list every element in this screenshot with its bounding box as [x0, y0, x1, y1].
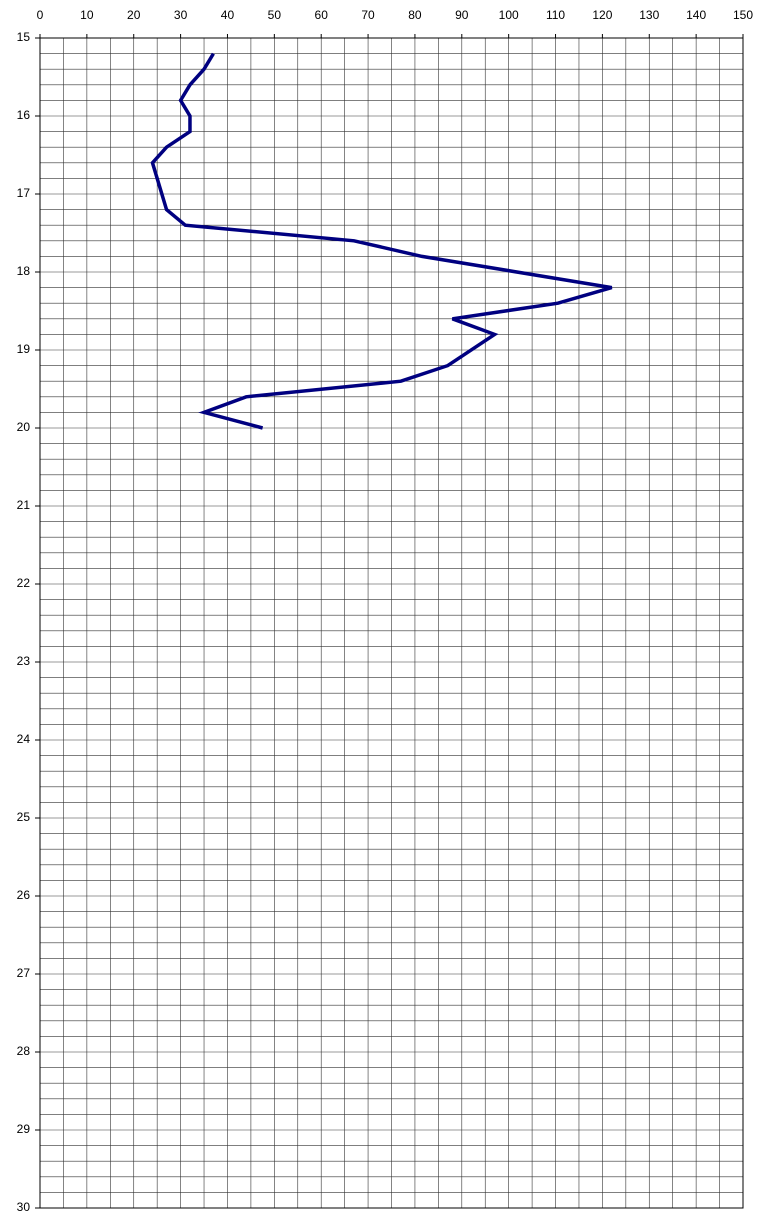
x-tick-label: 90: [455, 8, 469, 22]
y-tick-label: 15: [17, 30, 31, 44]
x-tick-label: 110: [546, 8, 565, 22]
y-tick-label: 16: [17, 108, 31, 122]
x-tick-label: 40: [221, 8, 235, 22]
y-tick-label: 22: [17, 576, 31, 590]
y-tick-label: 27: [17, 966, 31, 980]
x-tick-label: 120: [592, 8, 612, 22]
plot-frame: [39, 37, 744, 1209]
y-tick-label: 17: [17, 186, 31, 200]
y-tick-label: 23: [17, 654, 31, 668]
x-tick-label: 50: [268, 8, 282, 22]
y-tick-label: 26: [17, 888, 31, 902]
y-tick-label: 30: [17, 1200, 31, 1214]
x-tick-label: 10: [80, 8, 94, 22]
x-tick-label: 140: [686, 8, 706, 22]
y-tick-label: 18: [17, 264, 31, 278]
y-tick-label: 21: [17, 498, 31, 512]
y-tick-label: 24: [17, 732, 31, 746]
x-tick-label: 80: [408, 8, 422, 22]
x-tick-label: 20: [127, 8, 141, 22]
y-tick-label: 19: [17, 342, 31, 356]
y-tick-label: 28: [17, 1044, 31, 1058]
x-tick-label: 60: [315, 8, 329, 22]
y-tick-label: 29: [17, 1122, 31, 1136]
y-tick-label: 25: [17, 810, 31, 824]
x-tick-label: 0: [37, 8, 44, 22]
x-tick-label: 150: [733, 8, 753, 22]
data-line: [150, 52, 613, 430]
x-tick-label: 130: [639, 8, 659, 22]
x-tick-label: 100: [499, 8, 519, 22]
x-tick-label: 30: [174, 8, 188, 22]
x-tick-label: 70: [361, 8, 375, 22]
y-tick-label: 20: [17, 420, 31, 434]
